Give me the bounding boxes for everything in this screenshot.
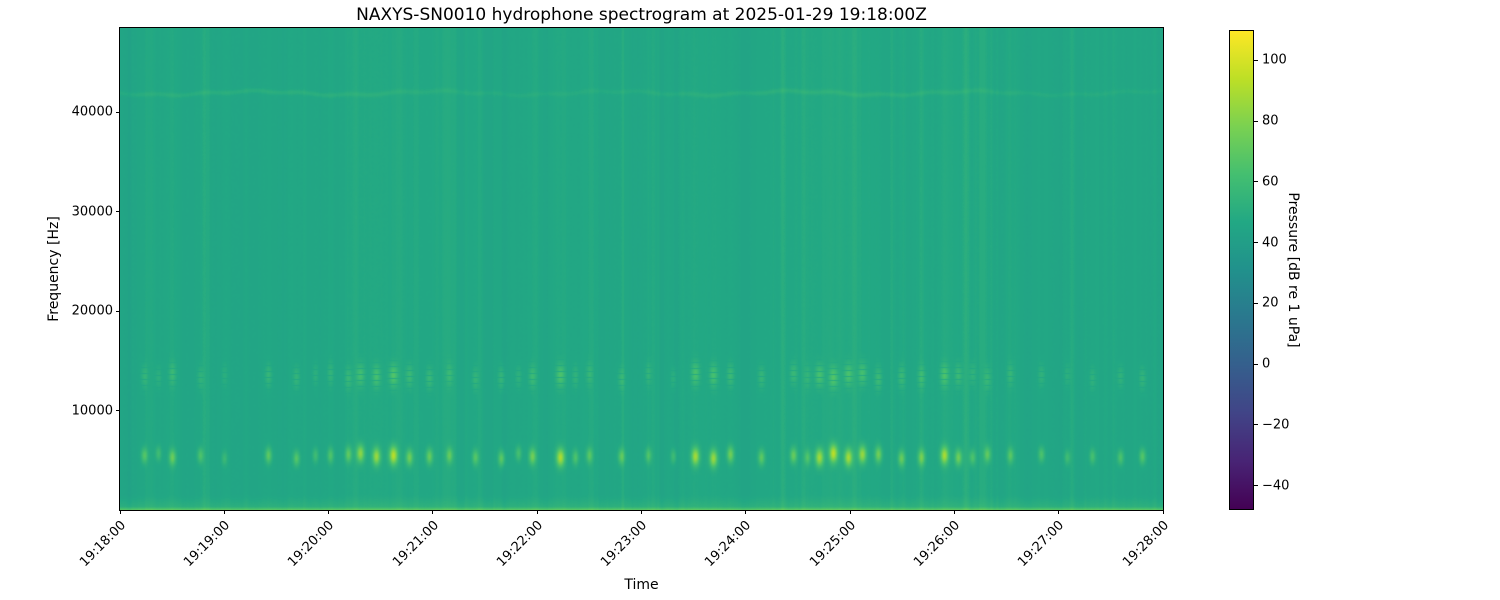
x-tick-label: 19:22:00 [493,518,546,570]
x-tick-mark [745,510,747,514]
colorbar-tick-label: 20 [1262,295,1279,311]
colorbar-tick-mark [1254,424,1258,426]
colorbar-tick-mark [1254,181,1258,183]
colorbar-tick-mark [1254,363,1258,365]
y-tick-mark [116,211,120,213]
x-tick-mark [1058,510,1060,514]
x-tick-label: 19:20:00 [285,518,338,570]
x-tick-label: 19:23:00 [598,518,651,570]
colorbar-tick-mark [1254,120,1258,122]
x-tick-label: 19:25:00 [806,518,859,570]
x-axis-label: Time [624,577,659,593]
x-tick-mark [536,510,538,514]
colorbar-label: Pressure [dB re 1 uPa] [1285,192,1301,348]
x-tick-mark [953,510,955,514]
x-tick-label: 19:26:00 [911,518,964,570]
colorbar-tick-label: −20 [1262,417,1290,433]
colorbar-gradient [1229,30,1254,510]
y-tick-label: 10000 [71,403,113,419]
colorbar-tick-mark [1254,59,1258,61]
x-tick-mark [849,510,851,514]
x-tick-mark [432,510,434,514]
colorbar-tick-label: 60 [1262,174,1279,190]
colorbar-tick-label: 80 [1262,113,1279,129]
y-axis-label: Frequency [Hz] [46,216,62,322]
colorbar-tick-label: 40 [1262,235,1279,251]
x-tick-mark [641,510,642,514]
x-tick-mark [328,510,330,514]
y-tick-mark [116,410,120,412]
y-tick-label: 20000 [71,303,113,319]
x-tick-label: 19:19:00 [181,518,233,570]
colorbar-tick-mark [1254,242,1258,244]
spectrogram-canvas [120,28,1163,510]
colorbar-tick-mark [1254,485,1258,487]
x-tick-label: 19:24:00 [702,518,755,570]
y-tick-mark [116,111,120,113]
y-tick-mark [116,310,120,312]
colorbar-tick-mark [1254,302,1258,304]
x-tick-label: 19:28:00 [1119,518,1172,570]
y-tick-label: 30000 [71,204,113,220]
colorbar-tick-label: 100 [1262,52,1287,68]
y-tick-label: 40000 [71,104,113,120]
colorbar-tick-label: 0 [1262,356,1271,372]
chart-title: NAXYS-SN0010 hydrophone spectrogram at 2… [356,5,927,25]
x-tick-label: 19:27:00 [1015,518,1068,570]
colorbar-tick-label: −40 [1262,478,1290,494]
x-tick-label: 19:18:00 [76,518,129,570]
x-tick-mark [1162,510,1164,514]
x-tick-mark [119,510,121,514]
x-tick-mark [223,510,225,514]
x-tick-label: 19:21:00 [389,518,442,570]
